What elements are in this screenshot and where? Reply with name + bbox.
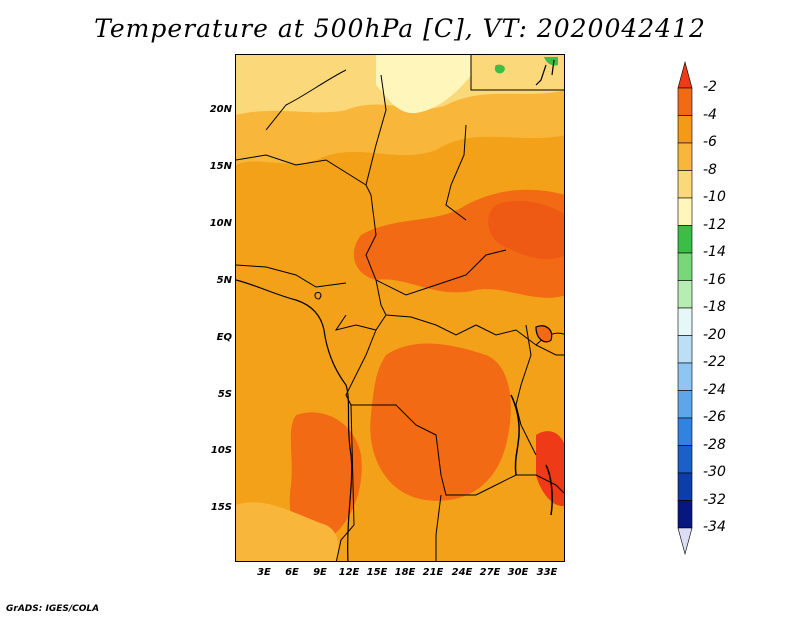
colorbar-segment <box>677 197 693 226</box>
colorbar-segment <box>677 60 693 89</box>
cool-region-south <box>236 502 339 561</box>
warm-region-angola <box>289 412 362 546</box>
chart-title: Temperature at 500hPa [C], VT: 202004241… <box>94 14 706 43</box>
lake-malawi <box>545 464 553 516</box>
lat-tick-label: 15S <box>210 502 232 513</box>
colorbar-label: -4 <box>703 106 717 123</box>
colorbar-segment <box>677 252 693 281</box>
colorbar-segment <box>677 472 693 501</box>
lon-tick-label: 27E <box>479 567 501 578</box>
lon-tick-label: 30E <box>507 567 529 578</box>
lon-tick-label: 6E <box>285 567 299 578</box>
lat-tick-label: 20N <box>209 104 232 115</box>
colorbar-label: -26 <box>703 409 726 425</box>
lake-chad <box>314 292 322 300</box>
colorbar-label: -12 <box>703 216 726 233</box>
green-patch-2 <box>544 57 558 66</box>
colorbar-segment <box>677 280 693 309</box>
colorbar-label: -16 <box>703 271 726 288</box>
colorbar-label: -6 <box>703 134 717 150</box>
temperature-map <box>235 54 565 562</box>
warmer-region-sudan <box>488 200 564 260</box>
colorbar-label: -2 <box>703 79 717 95</box>
colorbar-segment <box>677 390 693 419</box>
colorbar-segment <box>677 417 693 446</box>
warm-region-congo <box>370 343 511 501</box>
colorbar-label: -24 <box>703 381 726 398</box>
lon-tick-label: 3E <box>257 567 271 578</box>
lat-tick-label: 15N <box>209 161 232 172</box>
map-canvas <box>236 55 564 561</box>
warmest-region-east <box>536 431 564 506</box>
footer-credit: GrADS: IGES/COLA <box>6 604 100 614</box>
lon-tick-label: 33E <box>536 567 558 578</box>
colorbar-label: -8 <box>703 161 717 178</box>
colorbar-label: -18 <box>703 299 726 315</box>
coastline-west <box>236 279 353 561</box>
colorbar-label: -20 <box>703 326 726 343</box>
lon-tick-label: 9E <box>313 567 327 578</box>
lat-tick-label: 5N <box>216 275 232 286</box>
green-patch <box>494 64 505 74</box>
lon-tick-label: 24E <box>451 567 473 578</box>
lake-tanganyika <box>510 394 520 476</box>
colorbar-segment <box>677 170 693 199</box>
colorbar-segment <box>677 225 693 254</box>
lat-tick-label: 10S <box>210 445 232 456</box>
colorbar-segment <box>677 115 693 144</box>
lat-tick-label: EQ <box>216 332 232 343</box>
lon-tick-label: 21E <box>422 567 444 578</box>
colorbar-segment <box>677 362 693 391</box>
colorbar-segment <box>677 500 693 529</box>
colorbar-label: -30 <box>703 464 726 480</box>
colorbar-label: -34 <box>703 519 726 535</box>
lat-tick-label: 5S <box>217 389 232 400</box>
colorbar-segment <box>677 307 693 336</box>
colorbar-segment <box>677 445 693 474</box>
coolest-region-north <box>376 55 471 114</box>
colorbar-segment <box>677 527 693 556</box>
colorbar-segment <box>677 87 693 116</box>
colorbar <box>677 60 693 556</box>
colorbar-label: -14 <box>703 244 726 260</box>
colorbar-label: -22 <box>703 354 726 370</box>
colorbar-label: -28 <box>703 436 726 453</box>
lon-tick-label: 18E <box>394 567 416 578</box>
lon-tick-label: 15E <box>366 567 388 578</box>
colorbar-segment <box>677 142 693 171</box>
colorbar-segment <box>677 335 693 364</box>
lon-tick-label: 12E <box>338 567 360 578</box>
coastline-red-sea <box>535 59 555 86</box>
colorbar-label: -32 <box>703 491 726 508</box>
lat-tick-label: 10N <box>209 218 232 229</box>
lake-victoria <box>535 325 553 343</box>
colorbar-label: -10 <box>703 189 726 205</box>
